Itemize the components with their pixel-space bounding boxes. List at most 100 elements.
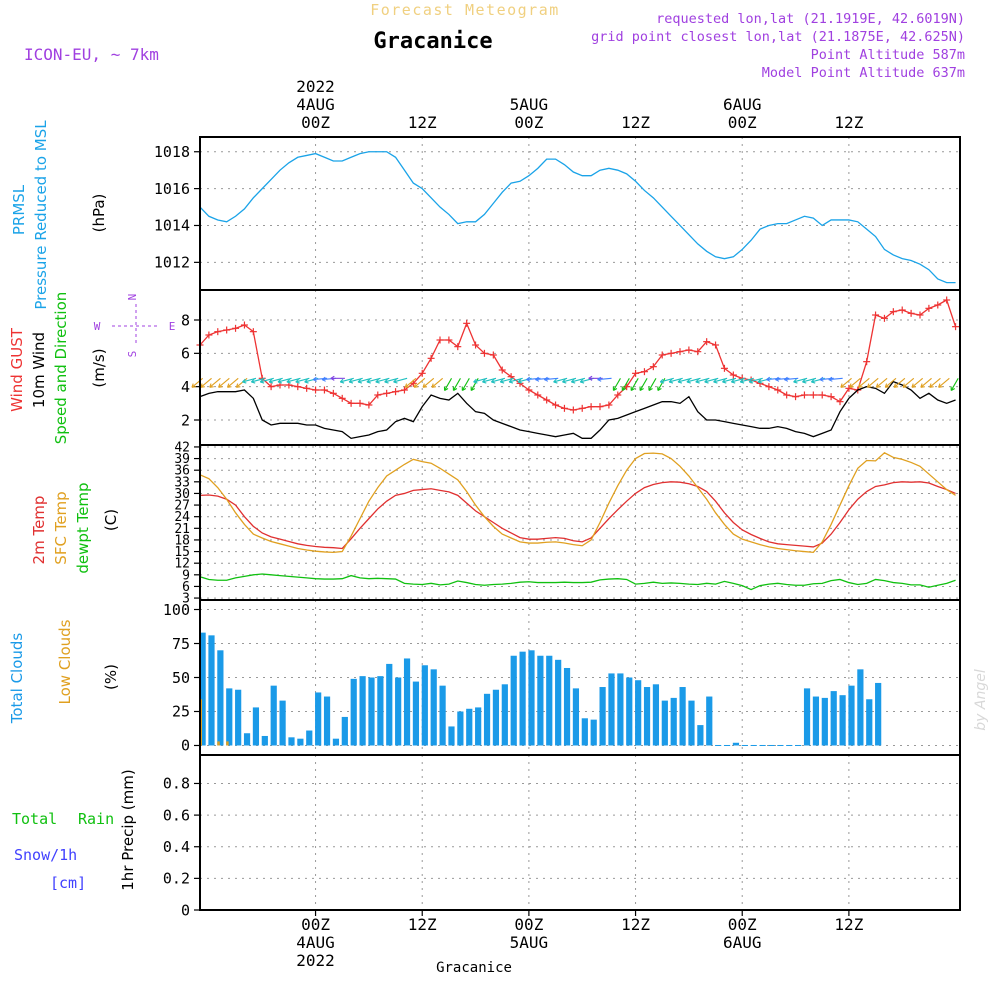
compass-n: N [126,294,139,301]
bottom-date-label: 00Z [301,915,330,934]
total-cloud-bar [582,718,588,745]
total-cloud-bar [244,733,250,745]
gust-marker [801,392,808,399]
total-cloud-bar [502,684,508,745]
total-cloud-bar [333,739,339,746]
total-cloud-bar [448,726,454,745]
total-cloud-bar [404,658,410,745]
total-cloud-bar [591,720,597,746]
chart-title: Forecast Meteogram [370,1,560,19]
total-cloud-bar [351,679,357,746]
total-cloud-bar [235,690,241,746]
wind-arrow [829,377,843,381]
top-date-label: 4AUG [296,95,335,114]
total-cloud-bar [368,678,374,746]
top-date-label: 12Z [834,113,863,132]
ytick-label: 8 [181,311,190,329]
gust-marker [552,402,559,409]
panel-frame [200,445,960,600]
total-cloud-bar [564,668,570,746]
panel-precip: 00.20.40.60.8 [163,755,960,919]
gust-marker [765,383,772,390]
total-cloud-bar [520,652,526,746]
gust-marker [232,325,239,332]
snow-label: Snow/1h [14,846,77,864]
gust-marker [543,397,550,404]
percent-label: (%) [102,664,120,690]
ytick-label: 0.6 [163,806,190,824]
wind-panel-labels: Wind GUST 10m Wind Speed and Direction (… [8,292,175,445]
total-cloud-bar [493,690,499,746]
total-cloud-bar [653,684,659,745]
total-cloud-bar [608,673,614,745]
model-label: ICON-EU, ~ 7km [24,45,159,64]
gust-marker [588,403,595,410]
gust-marker [943,297,950,304]
precip-mm-label: 1hr Precip (mm) [119,769,137,890]
total-cloud-bar [822,698,828,746]
gust-marker [428,355,435,362]
total-cloud-bar [288,737,294,745]
top-date-label: 6AUG [723,95,762,114]
model-altitude: Model Point Altitude 637m [762,65,965,81]
wind-arrow [444,378,451,390]
cloud-panel-labels: Total Clouds Low Clouds (%) [8,619,120,724]
total-cloud-bar [688,701,694,746]
gust-marker [792,393,799,400]
total-cloud-bar [342,717,348,746]
series-line-pressure [200,152,956,283]
gust-marker [294,383,301,390]
total-rain-label: Total [12,810,57,828]
ytick-label: 50 [172,669,190,687]
top-date-label: 00Z [514,113,543,132]
total-cloud-bar [662,701,668,746]
precip-panel-labels: Total Rain Snow/1h [cm] 1hr Precip (mm) [12,769,137,892]
ytick-label: 6 [181,345,190,363]
gust-marker [934,302,941,309]
ytick-label: 42 [174,440,190,455]
bottom-date-label: 12Z [834,915,863,934]
total-cloud-bar [377,676,383,745]
ytick-label: 0 [181,737,190,755]
ytick-label: 75 [172,635,190,653]
wind10m-label: 10m Wind [30,332,48,408]
ytick-label: 1012 [154,254,190,272]
gust-marker [330,390,337,397]
wind-arrow [939,378,950,387]
total-cloud-bar [315,692,321,745]
wind-arrow [613,378,620,390]
series-line-sfc-temp [200,453,956,553]
gust-marker [774,387,781,394]
gust-marker [597,403,604,410]
panel-frame [200,755,960,910]
rain-label: Rain [78,810,114,828]
gust-marker [685,347,692,354]
speed-dir-label: Speed and Direction [52,292,70,445]
total-cloud-bar [857,669,863,745]
total-cloud-bar [555,660,561,746]
total-cloud-bar [324,697,330,746]
total-cloud-bar [440,686,446,746]
total-cloud-bar [262,736,268,746]
gust-marker [819,392,826,399]
gust-marker [214,328,221,335]
gust-marker [863,358,870,365]
total-cloud-bar [706,697,712,746]
gust-marker [357,400,364,407]
total-cloud-bar [271,686,277,746]
gust-label: Wind GUST [8,327,26,412]
ytick-label: 0 [181,901,190,919]
total-cloud-bar [617,673,623,745]
wind-arrow [631,378,638,390]
total-cloud-bar [253,707,259,745]
total-cloud-bar [573,688,579,745]
series-line-gust [200,300,956,410]
gust-marker [223,327,230,334]
gust-marker [899,307,906,314]
total-cloud-bar [226,688,232,745]
